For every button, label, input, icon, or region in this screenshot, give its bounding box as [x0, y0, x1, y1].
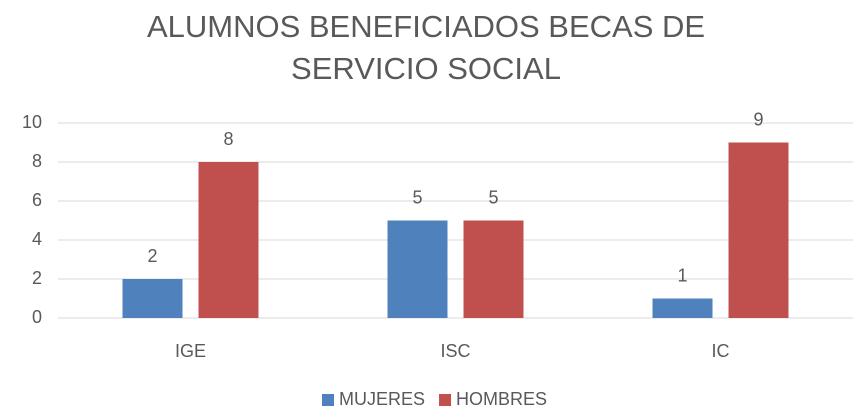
y-tick-label: 0 — [32, 307, 42, 327]
data-label: 8 — [223, 129, 233, 149]
x-tick-label: IGE — [175, 341, 206, 361]
data-label: 5 — [412, 187, 422, 207]
y-tick-label: 8 — [32, 151, 42, 171]
y-tick-label: 6 — [32, 190, 42, 210]
data-label: 1 — [677, 265, 687, 285]
y-tick-label: 4 — [32, 229, 42, 249]
bar — [728, 142, 789, 318]
data-label: 5 — [488, 187, 498, 207]
y-tick-label: 2 — [32, 268, 42, 288]
legend-swatch — [322, 394, 334, 406]
bar — [387, 220, 448, 318]
y-tick-label: 10 — [22, 112, 42, 132]
bar — [122, 279, 183, 318]
bar — [463, 220, 524, 318]
bar — [652, 298, 713, 318]
legend-swatch — [439, 394, 452, 406]
x-tick-label: IC — [712, 341, 730, 361]
chart-title: ALUMNOS BENEFICIADOS BECAS DE SERVICIO S… — [146, 9, 706, 86]
data-label: 9 — [753, 109, 763, 129]
x-tick-label: ISC — [440, 341, 470, 361]
legend-label: MUJERES — [339, 389, 425, 409]
bar — [198, 162, 259, 318]
data-label: 2 — [147, 246, 157, 266]
legend-label: HOMBRES — [456, 389, 547, 409]
